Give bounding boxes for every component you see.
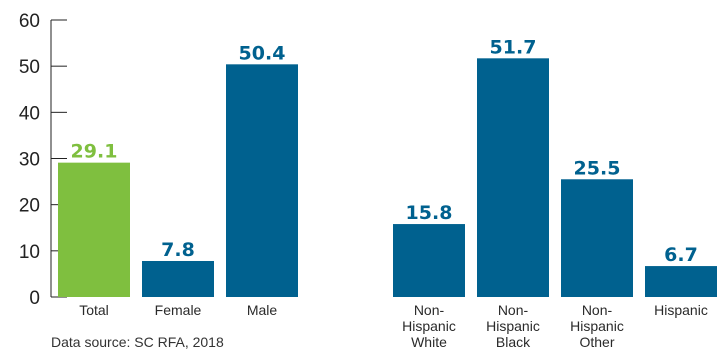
data-label: 6.7 <box>664 244 698 266</box>
y-tick-label: 10 <box>19 242 40 263</box>
x-category-label: Non- <box>498 302 529 318</box>
x-category-label: Hispanic <box>570 318 624 334</box>
bars <box>58 58 717 298</box>
x-category-label: Female <box>155 302 202 318</box>
bar <box>226 64 298 297</box>
data-label: 50.4 <box>239 42 286 64</box>
bar <box>393 224 465 297</box>
y-tick-label: 50 <box>19 57 40 78</box>
x-category-label: Non- <box>414 302 445 318</box>
y-tick-label: 30 <box>19 150 40 171</box>
data-label: 15.8 <box>406 202 453 224</box>
x-category-label: Total <box>79 302 109 318</box>
x-category-label: Male <box>247 302 278 318</box>
data-label: 7.8 <box>161 239 195 261</box>
x-category-label: Non- <box>582 302 613 318</box>
data-label: 51.7 <box>490 36 537 58</box>
category-labels: Total Female Male Non-HispanicWhiteNon-Hisp… <box>79 302 708 350</box>
y-tick-label: 60 <box>19 11 40 32</box>
data-source-note: Data source: SC RFA, 2018 <box>51 334 224 350</box>
x-category-label: Black <box>496 334 531 350</box>
x-category-label: Hispanic <box>654 302 708 318</box>
y-tick-label: 40 <box>19 103 40 124</box>
bar <box>645 266 717 297</box>
x-category-label: White <box>411 334 447 350</box>
bar <box>477 58 549 298</box>
value-labels: 29.1 7.8 50.4 15.8 51.7 25.5 6.7 <box>71 36 698 266</box>
x-category-label: Other <box>579 334 614 350</box>
bar <box>142 260 214 297</box>
y-tick-label: 0 <box>29 288 40 309</box>
data-label: 25.5 <box>574 157 621 179</box>
bar <box>561 179 633 297</box>
y-tick-label: 20 <box>19 196 40 217</box>
x-category-label: Hispanic <box>402 318 456 334</box>
data-label: 29.1 <box>71 141 118 163</box>
y-axis: 0 10 20 30 40 50 60 <box>19 11 67 309</box>
x-category-label: Hispanic <box>486 318 540 334</box>
bar <box>58 162 130 297</box>
